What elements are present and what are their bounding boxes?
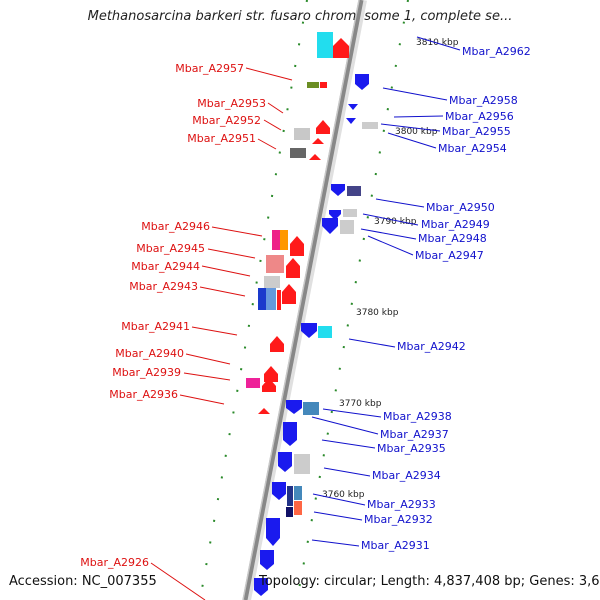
left-leader-lines	[150, 67, 293, 600]
scale-label: 3780 kbp	[356, 308, 399, 318]
gene-arrow	[301, 323, 317, 338]
accession-label: Accession: NC_007355	[9, 574, 157, 589]
gene-arrow	[322, 218, 338, 234]
gene-label: Mbar_A2932	[364, 513, 433, 526]
gene-label: Mbar_A2951	[187, 132, 256, 145]
gene-block	[340, 220, 354, 234]
topology-label: Topology: circular; Length: 4,837,408 bp…	[259, 574, 600, 589]
gene-label: Mbar_A2926	[80, 556, 149, 569]
gene-block	[264, 276, 280, 288]
gene-block	[294, 486, 302, 500]
gene-arrow	[290, 236, 304, 256]
gene-label: Mbar_A2958	[449, 94, 518, 107]
gene-block	[294, 501, 302, 515]
gene-label: Mbar_A2943	[129, 280, 198, 293]
gene-label: Mbar_A2948	[418, 232, 487, 245]
left-gene-labels[interactable]: Mbar_A2957 Mbar_A2953 Mbar_A2952 Mbar_A2…	[80, 62, 266, 569]
gene-arrow	[331, 184, 345, 196]
gene-label: Mbar_A2962	[462, 45, 531, 58]
gene-arrow	[283, 422, 297, 446]
gene-arrow	[258, 408, 270, 414]
gene-block	[266, 288, 276, 310]
gene-arrow	[316, 120, 330, 134]
gene-arrow	[286, 258, 300, 278]
gene-arrow	[254, 578, 268, 596]
gene-arrow	[355, 74, 369, 90]
gene-block	[318, 326, 332, 338]
forward-strand-genes[interactable]	[246, 32, 349, 414]
gene-label: Mbar_A2952	[192, 114, 261, 127]
gene-arrow	[346, 118, 356, 124]
gene-block	[246, 378, 260, 388]
gene-arrow	[260, 550, 274, 570]
gene-label: Mbar_A2956	[445, 110, 514, 123]
gene-label: Mbar_A2955	[442, 125, 511, 138]
right-leader-lines	[311, 36, 461, 547]
gene-block	[362, 122, 378, 129]
gene-arrow	[348, 104, 358, 110]
gene-arrow	[264, 366, 278, 382]
gene-label: Mbar_A2950	[426, 201, 495, 214]
track-guides	[199, 0, 409, 600]
gene-label: Mbar_A2945	[136, 242, 205, 255]
reverse-strand-genes[interactable]	[254, 74, 378, 596]
gene-label: Mbar_A2931	[361, 539, 430, 552]
gene-label: Mbar_A2940	[115, 347, 184, 360]
gene-block	[277, 290, 281, 310]
gene-arrow	[272, 482, 286, 500]
gene-label: Mbar_A2949	[421, 218, 490, 231]
gene-label: Mbar_A2934	[372, 469, 441, 482]
right-gene-labels[interactable]: Mbar_A2962 Mbar_A2958 Mbar_A2956 Mbar_A2…	[361, 45, 531, 552]
gene-arrow	[262, 378, 276, 392]
gene-arrow	[278, 452, 292, 472]
gene-label: Mbar_A2944	[131, 260, 200, 273]
gene-block	[294, 128, 310, 140]
gene-label: Mbar_A2946	[141, 220, 210, 233]
gene-label: Mbar_A2947	[415, 249, 484, 262]
gene-block	[287, 486, 293, 506]
gene-block	[320, 82, 327, 88]
gene-block	[280, 230, 288, 250]
gene-label: Mbar_A2941	[121, 320, 190, 333]
gene-arrow	[282, 284, 296, 304]
scale-label: 3800 kbp	[395, 127, 438, 137]
gene-arrow	[312, 138, 324, 144]
gene-block	[317, 32, 333, 58]
gene-label: Mbar_A2954	[438, 142, 507, 155]
gene-label: Mbar_A2937	[380, 428, 449, 441]
gene-block	[290, 148, 306, 158]
scale-label: 3790 kbp	[374, 217, 417, 227]
gene-label: Mbar_A2933	[367, 498, 436, 511]
gene-block	[294, 454, 310, 474]
gene-label: Mbar_A2953	[197, 97, 266, 110]
map-title: Methanosarcina barkeri str. fusaro chrom…	[87, 9, 513, 24]
gene-arrow	[266, 518, 280, 546]
gene-label: Mbar_A2935	[377, 442, 446, 455]
gene-block	[272, 230, 280, 250]
gene-arrow	[309, 154, 321, 160]
scale-label: 3770 kbp	[339, 399, 382, 409]
gene-block	[286, 507, 293, 517]
gene-block	[266, 255, 284, 273]
gene-block	[258, 288, 266, 310]
gene-label: Mbar_A2938	[383, 410, 452, 423]
gene-block	[303, 402, 319, 415]
gene-block	[343, 209, 357, 217]
gene-arrow	[329, 210, 341, 220]
gene-label: Mbar_A2942	[397, 340, 466, 353]
gene-block	[347, 186, 361, 196]
gene-arrow	[270, 336, 284, 352]
gene-arrow	[333, 38, 349, 58]
gene-label: Mbar_A2957	[175, 62, 244, 75]
gene-block	[307, 82, 319, 88]
gene-label: Mbar_A2939	[112, 366, 181, 379]
chromosome-backbone	[242, 0, 367, 600]
gene-arrow	[286, 400, 302, 414]
gene-label: Mbar_A2936	[109, 388, 178, 401]
scale-label: 3760 kbp	[322, 490, 365, 500]
